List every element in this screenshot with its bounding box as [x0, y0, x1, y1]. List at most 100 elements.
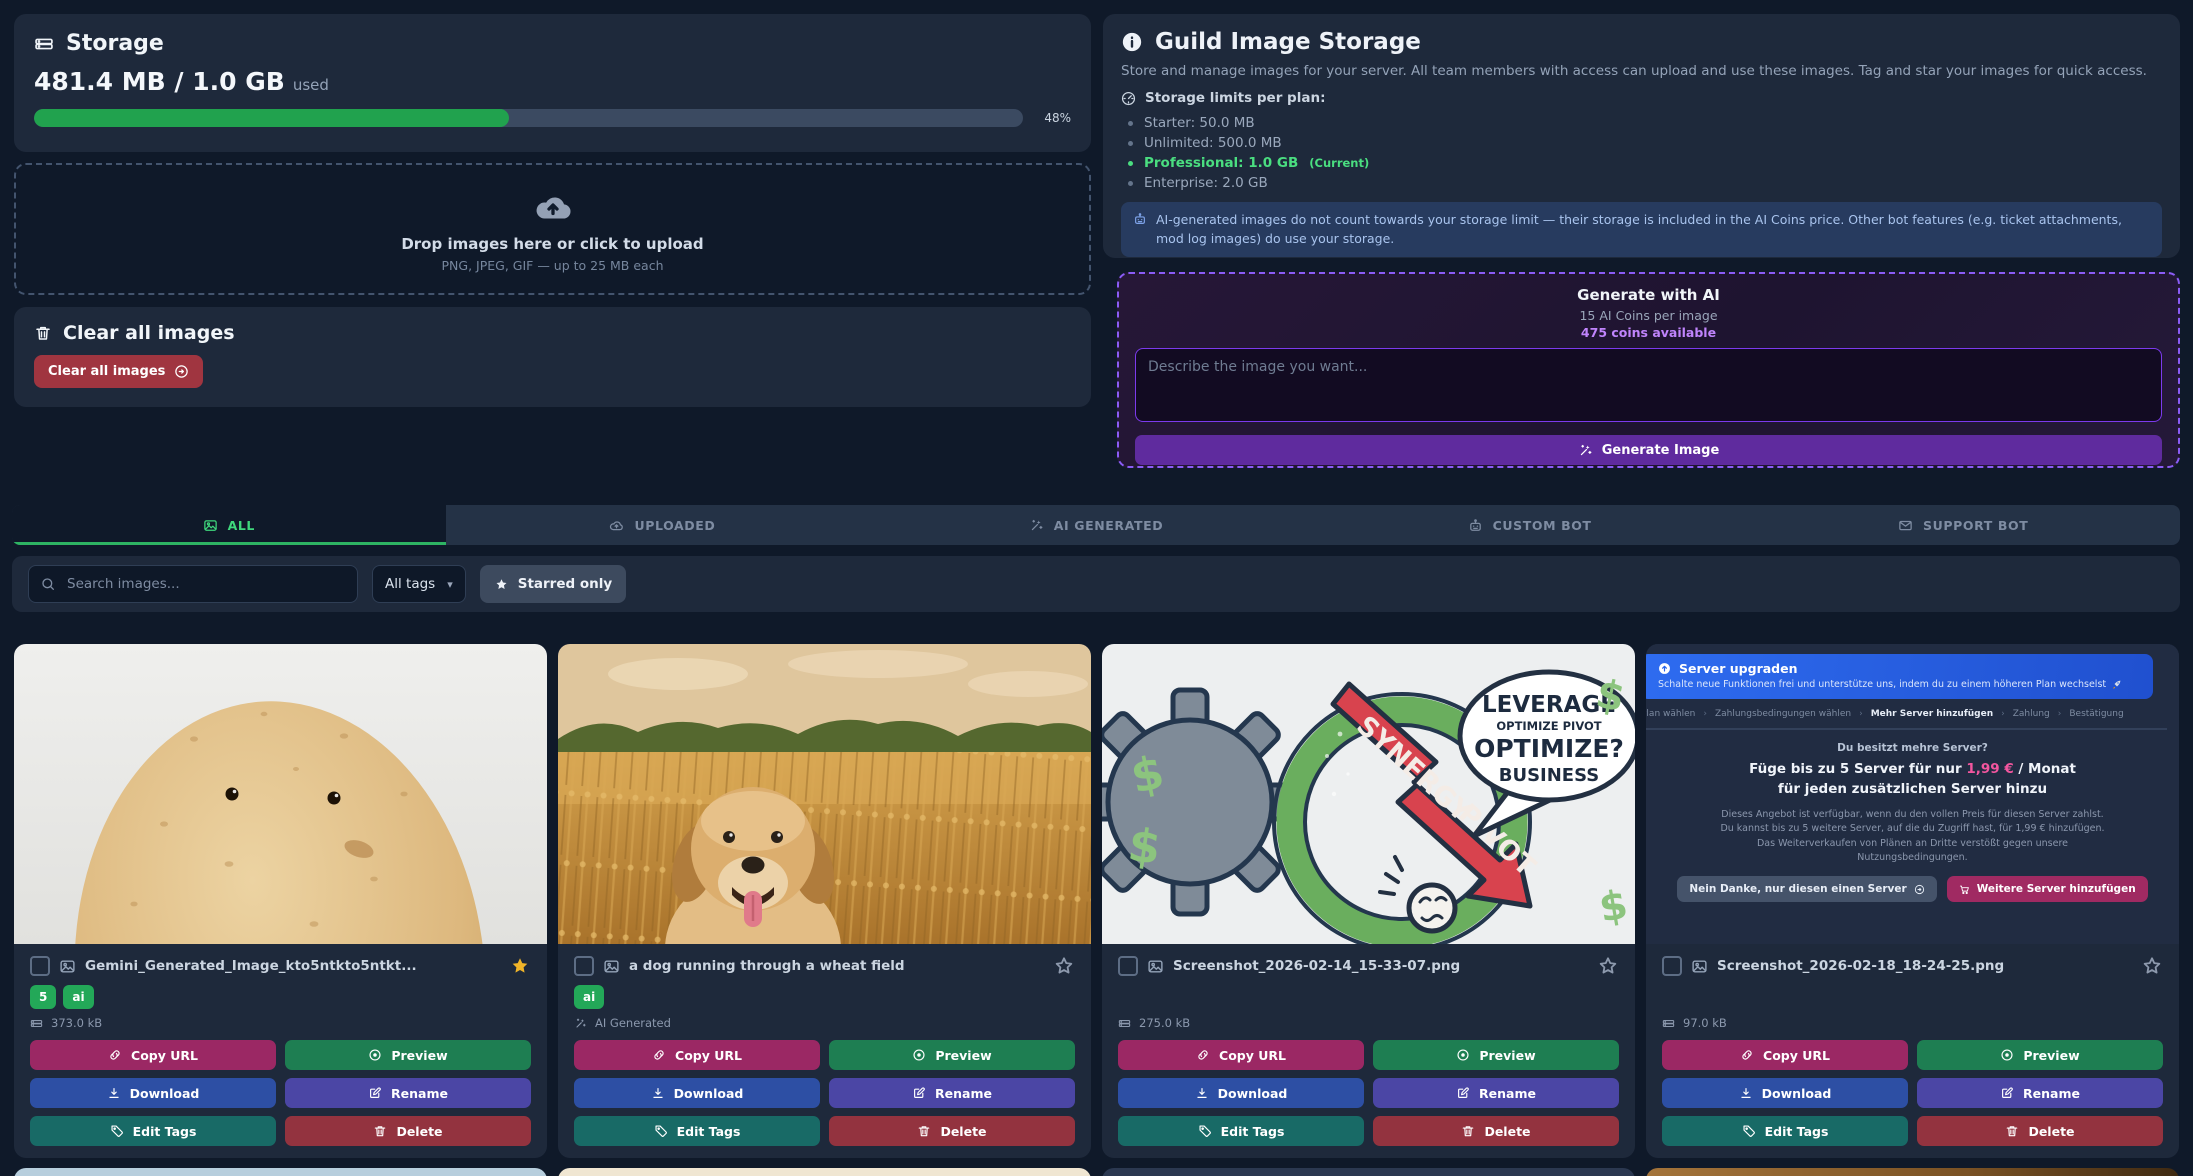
generate-image-button[interactable]: Generate Image: [1135, 435, 2162, 465]
tag-icon: [1198, 1124, 1212, 1138]
select-checkbox[interactable]: [30, 956, 50, 976]
generate-ai-box: Generate with AI 15 AI Coins per image 4…: [1117, 272, 2180, 468]
preview-button[interactable]: Preview: [1917, 1040, 2163, 1070]
upload-dropzone[interactable]: Drop images here or click to upload PNG,…: [14, 163, 1091, 295]
download-button[interactable]: Download: [30, 1078, 276, 1108]
download-button[interactable]: Download: [574, 1078, 820, 1108]
star-toggle[interactable]: [2141, 955, 2163, 977]
storage-amount: 481.4 MB / 1.0 GB used: [34, 67, 1071, 96]
download-button[interactable]: Download: [1662, 1078, 1908, 1108]
image-card-partial: [558, 1168, 1091, 1176]
rename-button[interactable]: Rename: [829, 1078, 1075, 1108]
plan-unlimited: Unlimited: 500.0 MB: [1128, 133, 2162, 153]
copy-url-button[interactable]: Copy URL: [1662, 1040, 1908, 1070]
copy-url-button[interactable]: Copy URL: [30, 1040, 276, 1070]
link-icon: [1740, 1048, 1754, 1062]
file-image-icon: [603, 958, 620, 975]
edit-tags-button[interactable]: Edit Tags: [1662, 1116, 1908, 1146]
library-tabs: ALL UPLOADED AI GENERATED CUSTOM BOT SUP…: [12, 505, 2180, 545]
image-card-partial: [14, 1168, 547, 1176]
storage-progress-fill: [34, 109, 509, 127]
preview-button[interactable]: Preview: [285, 1040, 531, 1070]
tab-custom-bot[interactable]: CUSTOM BOT: [1313, 505, 1747, 545]
cart-icon: [1959, 884, 1970, 895]
tab-ai-generated[interactable]: AI GENERATED: [879, 505, 1313, 545]
robot-icon: [1133, 212, 1147, 226]
clear-all-button[interactable]: Clear all images: [34, 355, 204, 388]
star-toggle[interactable]: [1053, 955, 1075, 977]
tab-uploaded[interactable]: UPLOADED: [446, 505, 880, 545]
file-size: 275.0 kB: [1139, 1016, 1191, 1030]
upgrade-offer: Füge bis zu 5 Server für nur 1,99 € / Mo…: [1749, 761, 2076, 797]
image-thumbnail-dog[interactable]: [558, 644, 1091, 944]
edit-tags-button[interactable]: Edit Tags: [574, 1116, 820, 1146]
starred-only-toggle[interactable]: Starred only: [479, 565, 627, 603]
tag-list: [1662, 985, 2163, 1009]
storage-drive-icon: [34, 34, 54, 54]
guild-info-panel: Guild Image Storage Store and manage ima…: [1103, 14, 2180, 258]
preview-button[interactable]: Preview: [1373, 1040, 1619, 1070]
download-button[interactable]: Download: [1118, 1078, 1364, 1108]
image-thumbnail-upgrade[interactable]: Server upgraden Schalte neue Funktionen …: [1646, 644, 2179, 944]
upload-cloud-icon: [533, 186, 573, 226]
link-icon: [652, 1048, 666, 1062]
delete-button[interactable]: Delete: [1373, 1116, 1619, 1146]
guild-info-title: Guild Image Storage: [1155, 29, 1421, 55]
accept-upgrade-button: Weitere Server hinzufügen: [1946, 876, 2148, 903]
wand-icon: [1029, 518, 1044, 533]
rename-button[interactable]: Rename: [1373, 1078, 1619, 1108]
download-icon: [1739, 1086, 1753, 1100]
limits-heading: Storage limits per plan:: [1145, 90, 1326, 106]
copy-url-button[interactable]: Copy URL: [1118, 1040, 1364, 1070]
file-image-icon: [1147, 958, 1164, 975]
tag-badge: 5: [30, 985, 57, 1009]
copy-url-button[interactable]: Copy URL: [574, 1040, 820, 1070]
clear-all-title: Clear all images: [63, 322, 235, 344]
delete-button[interactable]: Delete: [1917, 1116, 2163, 1146]
svg-text:BUSINESS: BUSINESS: [1499, 765, 1599, 786]
rename-button[interactable]: Rename: [1917, 1078, 2163, 1108]
eye-icon: [912, 1048, 926, 1062]
edit-tags-button[interactable]: Edit Tags: [1118, 1116, 1364, 1146]
tab-all[interactable]: ALL: [12, 505, 446, 545]
trash-icon: [2005, 1124, 2019, 1138]
preview-button[interactable]: Preview: [829, 1040, 1075, 1070]
tag-list: 5 ai: [30, 985, 531, 1009]
pencil-icon: [1456, 1086, 1470, 1100]
image-filename: Gemini_Generated_Image_kto5ntkto5ntkt...: [85, 958, 417, 974]
banner-subtitle: Schalte neue Funktionen frei und unterst…: [1658, 679, 2107, 690]
select-checkbox[interactable]: [574, 956, 594, 976]
prompt-textarea[interactable]: [1135, 348, 2162, 422]
tag-filter-value: All tags: [385, 576, 436, 592]
star-toggle[interactable]: [1597, 955, 1619, 977]
file-size: 97.0 kB: [1683, 1016, 1727, 1030]
storage-progress-track: [34, 109, 1023, 127]
tag-list: ai: [574, 985, 1075, 1009]
link-icon: [1196, 1048, 1210, 1062]
rename-button[interactable]: Rename: [285, 1078, 531, 1108]
edit-tags-button[interactable]: Edit Tags: [30, 1116, 276, 1146]
next-image-row: [14, 1168, 2180, 1176]
star-toggle[interactable]: [509, 955, 531, 977]
filter-bar: All tags ▾ Starred only: [12, 556, 2180, 612]
plan-list: Starter: 50.0 MB Unlimited: 500.0 MB Pro…: [1128, 113, 2162, 193]
ai-storage-note: AI-generated images do not count towards…: [1121, 202, 2162, 257]
search-input[interactable]: [28, 565, 358, 603]
delete-button[interactable]: Delete: [829, 1116, 1075, 1146]
size-icon: [1662, 1017, 1675, 1030]
tab-support-bot[interactable]: SUPPORT BOT: [1746, 505, 2180, 545]
link-icon: [108, 1048, 122, 1062]
eye-icon: [368, 1048, 382, 1062]
delete-button[interactable]: Delete: [285, 1116, 531, 1146]
select-checkbox[interactable]: [1118, 956, 1138, 976]
arrow-up-circle-icon: [1658, 662, 1671, 675]
tag-filter-select[interactable]: All tags ▾: [372, 565, 466, 603]
generate-image-label: Generate Image: [1601, 442, 1720, 458]
dropzone-formats: PNG, JPEG, GIF — up to 25 MB each: [441, 257, 664, 273]
image-thumbnail-business[interactable]: $ $ SYNERGY PIVOT LEVERAGE OPTIMIZE PIVO…: [1102, 644, 1635, 944]
image-thumbnail-potato[interactable]: [14, 644, 547, 944]
select-checkbox[interactable]: [1662, 956, 1682, 976]
chevron-down-icon: ▾: [447, 577, 453, 591]
storage-used-suffix: used: [292, 76, 329, 94]
storage-title: Storage: [66, 31, 164, 56]
